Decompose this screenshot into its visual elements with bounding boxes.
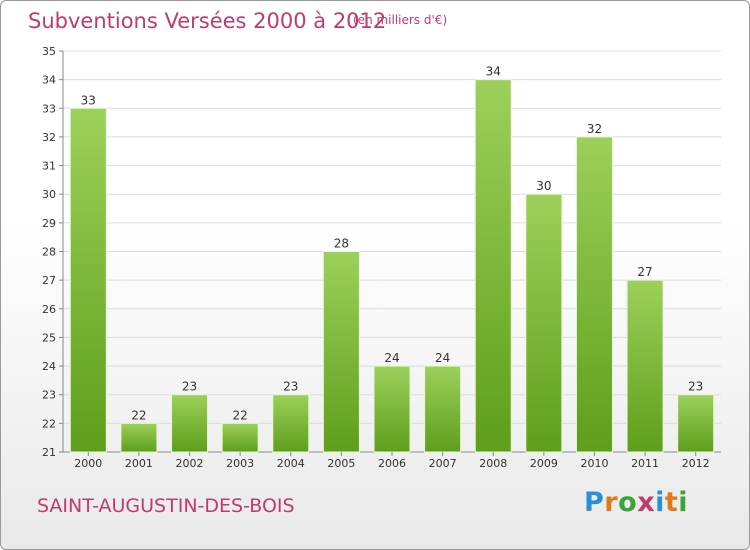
bar bbox=[474, 79, 512, 453]
bar-value-label: 23 bbox=[688, 380, 703, 394]
x-tick-label: 2005 bbox=[327, 457, 355, 470]
bar-value-label: 33 bbox=[81, 93, 96, 107]
x-tick-label: 2010 bbox=[580, 457, 608, 470]
bar bbox=[424, 365, 462, 453]
logo-letter: i bbox=[678, 487, 689, 518]
y-tick-label: 23 bbox=[42, 389, 56, 402]
logo-letter: t bbox=[664, 487, 679, 518]
x-tick-label: 2012 bbox=[682, 457, 710, 470]
x-tick-label: 2002 bbox=[176, 457, 204, 470]
y-tick-label: 25 bbox=[42, 331, 56, 344]
x-tick-label: 2011 bbox=[631, 457, 659, 470]
y-tick-label: 35 bbox=[42, 45, 56, 58]
y-tick-label: 27 bbox=[42, 274, 56, 287]
bar-value-label: 23 bbox=[283, 380, 298, 394]
y-tick-label: 21 bbox=[42, 446, 56, 459]
y-tick-label: 30 bbox=[42, 188, 56, 201]
logo-letter: P bbox=[584, 487, 605, 518]
bar-value-label: 34 bbox=[486, 65, 501, 79]
bar-value-label: 30 bbox=[536, 179, 551, 193]
chart-title: Subventions Versées 2000 à 2012 bbox=[28, 9, 387, 33]
bar bbox=[322, 251, 360, 453]
y-tick-label: 31 bbox=[42, 160, 56, 173]
x-tick-label: 2003 bbox=[226, 457, 254, 470]
x-tick-label: 2001 bbox=[125, 457, 153, 470]
proxiti-logo: Proxiti bbox=[584, 487, 688, 518]
bar-value-label: 24 bbox=[435, 351, 450, 365]
chart-subtitle: (en milliers d'€) bbox=[353, 13, 448, 27]
y-tick-label: 34 bbox=[42, 74, 56, 87]
logo-letter: x bbox=[637, 487, 656, 518]
commune-name: SAINT-AUGUSTIN-DES-BOIS bbox=[37, 495, 295, 517]
bar bbox=[69, 107, 107, 453]
bar bbox=[677, 394, 715, 453]
bar-value-label: 23 bbox=[182, 380, 197, 394]
logo-letter: o bbox=[618, 487, 638, 518]
x-tick-label: 2000 bbox=[74, 457, 102, 470]
y-tick-label: 26 bbox=[42, 303, 56, 316]
bar-value-label: 27 bbox=[637, 265, 652, 279]
logo-letter: i bbox=[655, 487, 665, 518]
bar-value-label: 22 bbox=[233, 408, 248, 422]
y-tick-label: 33 bbox=[42, 102, 56, 115]
x-tick-label: 2009 bbox=[530, 457, 558, 470]
bar bbox=[626, 279, 664, 453]
bar bbox=[171, 394, 209, 453]
bar-value-label: 22 bbox=[131, 408, 146, 422]
bar bbox=[525, 193, 563, 453]
y-tick-label: 24 bbox=[42, 360, 56, 373]
bar bbox=[272, 394, 310, 453]
x-tick-label: 2006 bbox=[378, 457, 406, 470]
logo-letter: r bbox=[604, 487, 619, 518]
y-tick-label: 22 bbox=[42, 417, 56, 430]
bar bbox=[221, 422, 259, 453]
y-tick-label: 32 bbox=[42, 131, 56, 144]
y-tick-label: 28 bbox=[42, 246, 56, 259]
bar bbox=[120, 422, 158, 453]
bar bbox=[575, 136, 613, 453]
y-tick-label: 29 bbox=[42, 217, 56, 230]
bar bbox=[373, 365, 411, 453]
bar-value-label: 24 bbox=[384, 351, 399, 365]
bar-value-label: 28 bbox=[334, 237, 349, 251]
x-tick-label: 2007 bbox=[429, 457, 457, 470]
x-tick-label: 2004 bbox=[277, 457, 305, 470]
bar-value-label: 32 bbox=[587, 122, 602, 136]
x-tick-label: 2008 bbox=[479, 457, 507, 470]
